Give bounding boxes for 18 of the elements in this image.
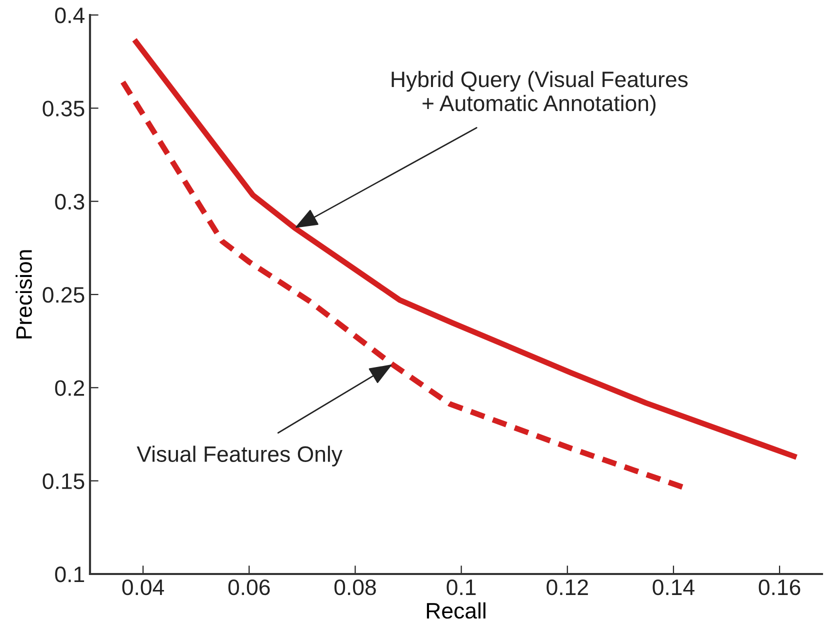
y-tick-label: 0.1 [55, 566, 84, 582]
annotation: Hybrid Query (Visual Features + Automatic Annotation) [392, 70, 688, 116]
y-tick-label: 0.15 [42, 473, 84, 490]
x-tick-label: 0.16 [758, 579, 800, 596]
y-axis-title: Precision [16, 250, 32, 338]
x-tick-label: 0.1 [446, 579, 476, 596]
y-tick-label: 0.25 [42, 287, 84, 303]
x-tick-label: 0.06 [228, 579, 270, 596]
y-tick-label: 0.35 [42, 100, 84, 116]
x-tick-label: 0.12 [546, 579, 588, 596]
y-tick-label: 0.4 [55, 8, 84, 24]
x-tick-label: 0.04 [122, 579, 164, 596]
x-tick-label: 0.14 [652, 579, 694, 596]
x-axis-title: Recall [426, 602, 486, 619]
y-tick-label: 0.2 [55, 380, 84, 396]
y-tick-label: 0.3 [55, 194, 84, 210]
x-tick-label: 0.08 [334, 579, 376, 596]
annotation: Visual Features Only [136, 446, 342, 466]
